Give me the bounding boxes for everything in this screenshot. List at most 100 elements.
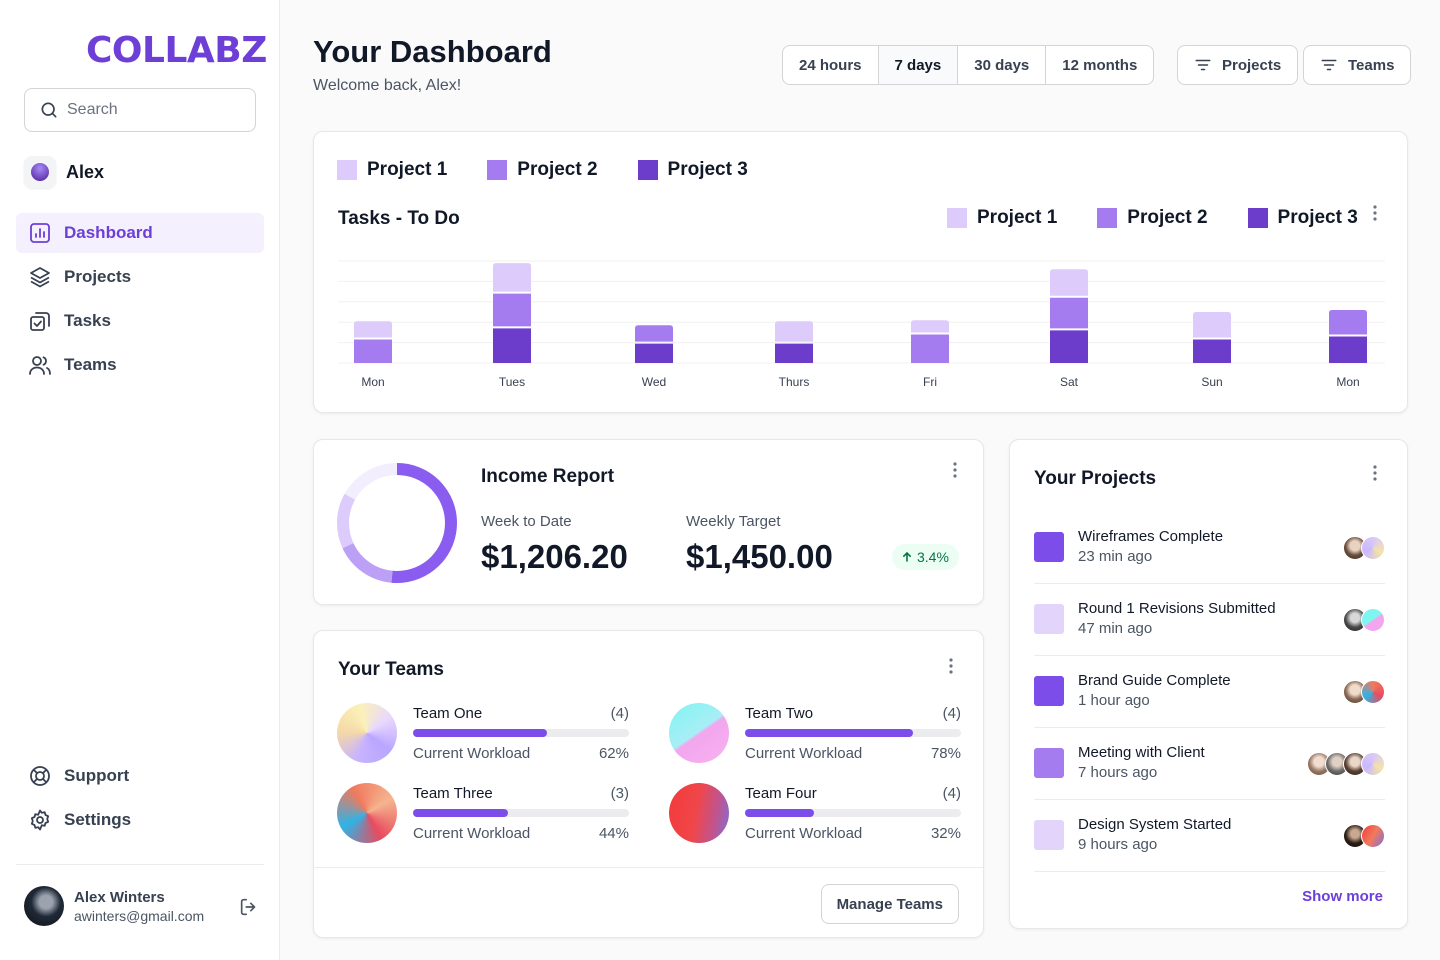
x-tick-label: Wed <box>642 375 666 389</box>
workload-bar <box>413 809 629 817</box>
logout-icon[interactable] <box>238 896 260 918</box>
legend-item: Project 2 <box>1097 207 1208 229</box>
income-title: Income Report <box>481 466 615 487</box>
chart-title: Tasks - To Do <box>338 208 460 229</box>
team-item[interactable]: Team Three (3) Current Workload 44% <box>337 783 629 845</box>
team-count: (4) <box>610 705 629 722</box>
bar-project-1[interactable] <box>354 321 392 338</box>
nav-item-label: Projects <box>64 267 132 286</box>
workload-bar-fill <box>745 729 914 737</box>
bar-project-3[interactable] <box>1329 336 1367 363</box>
projects-list: Wireframes Complete 23 min ago Round 1 R… <box>1034 512 1385 872</box>
project-name: Brand Guide Complete <box>1078 672 1231 689</box>
manage-teams-button[interactable]: Manage Teams <box>820 884 959 924</box>
teams-more-icon[interactable] <box>948 657 954 675</box>
team-item[interactable]: Team Four (4) Current Workload 32% <box>669 783 961 845</box>
list-item[interactable]: Meeting with Client 7 hours ago <box>1034 728 1385 800</box>
nav-item-label: Dashboard <box>64 223 153 242</box>
workspace-user[interactable]: Alex <box>24 156 104 188</box>
chart-legend: Project 1 Project 2 Project 3 <box>947 207 1358 229</box>
nav-item-label: Teams <box>64 355 117 374</box>
list-item[interactable]: Wireframes Complete 23 min ago <box>1034 512 1385 584</box>
team-item[interactable]: Team Two (4) Current Workload 78% <box>669 703 961 765</box>
nav-item-dashboard[interactable]: Dashboard <box>16 213 264 253</box>
nav-item-label: Tasks <box>64 311 111 330</box>
bar-project-3[interactable] <box>493 328 531 363</box>
profile-email: awinters@gmail.com <box>74 907 205 924</box>
range-7-days[interactable]: 7 days <box>878 46 959 84</box>
x-tick-label: Mon <box>361 375 384 389</box>
layers-icon <box>30 267 50 288</box>
avatar[interactable] <box>1361 824 1385 848</box>
chart-more-icon[interactable] <box>1372 204 1378 222</box>
nav-item-teams[interactable]: Teams <box>16 345 264 385</box>
nav-item-support[interactable]: Support <box>16 756 264 796</box>
filter-lines-icon <box>1195 59 1211 71</box>
workload-label: Current Workload <box>745 825 863 842</box>
workload-bar <box>745 729 961 737</box>
team-avatar <box>669 703 729 763</box>
bar-project-2[interactable] <box>493 293 531 327</box>
bar-project-3[interactable] <box>635 343 673 363</box>
profile-name: Alex Winters <box>74 888 165 906</box>
income-donut-chart <box>337 463 457 583</box>
avatar[interactable] <box>1361 752 1385 776</box>
project-time: 7 hours ago <box>1078 764 1158 781</box>
search-input[interactable] <box>67 101 247 119</box>
bar-project-1[interactable] <box>1193 312 1231 338</box>
nav-item-settings[interactable]: Settings <box>16 800 264 840</box>
chart-legend-top: Project 1 Project 2 Project 3 <box>337 159 748 181</box>
teams-divider <box>314 867 983 868</box>
avatar-group <box>1307 752 1385 776</box>
workload-percent: 32% <box>930 825 961 842</box>
bar-project-1[interactable] <box>493 263 531 292</box>
projects-filter-button[interactable]: Projects <box>1177 45 1299 85</box>
bar-project-3[interactable] <box>1193 339 1231 363</box>
bar-project-1[interactable] <box>1050 269 1088 296</box>
avatar[interactable] <box>1361 680 1385 704</box>
bar-project-2[interactable] <box>354 339 392 363</box>
avatar-group <box>1343 608 1385 632</box>
bar-project-2[interactable] <box>911 334 949 363</box>
projects-title: Your Projects <box>1034 468 1157 489</box>
avatar-group <box>1343 680 1385 704</box>
bar-project-2[interactable] <box>1329 310 1367 335</box>
team-name: Team One <box>413 705 483 722</box>
list-item[interactable]: Design System Started 9 hours ago <box>1034 800 1385 872</box>
teams-filter-button[interactable]: Teams <box>1303 45 1412 85</box>
avatar[interactable] <box>1361 536 1385 560</box>
avatar[interactable] <box>24 886 64 926</box>
bar-project-3[interactable] <box>1050 330 1088 363</box>
project-name: Design System Started <box>1078 816 1232 833</box>
project-color-swatch <box>1034 604 1064 634</box>
team-count: (3) <box>610 785 629 802</box>
bar-project-2[interactable] <box>1050 297 1088 329</box>
list-item[interactable]: Brand Guide Complete 1 hour ago <box>1034 656 1385 728</box>
arrow-up-icon <box>903 552 911 562</box>
range-30-days[interactable]: 30 days <box>958 46 1047 84</box>
team-avatar <box>337 703 397 763</box>
avatar[interactable] <box>1361 608 1385 632</box>
nav-item-projects[interactable]: Projects <box>16 257 264 297</box>
income-more-icon[interactable] <box>952 461 958 479</box>
nav-item-label: Settings <box>64 810 132 829</box>
projects-more-icon[interactable] <box>1372 464 1378 482</box>
x-tick-label: Mon <box>1336 375 1359 389</box>
logo[interactable]: COLLABZ <box>86 30 267 71</box>
main-nav: Dashboard Projects Tasks Teams <box>16 213 264 389</box>
project-name: Wireframes Complete <box>1078 528 1224 545</box>
range-24-hours[interactable]: 24 hours <box>783 46 879 84</box>
project-time: 1 hour ago <box>1078 692 1150 709</box>
team-count: (4) <box>942 705 961 722</box>
bar-project-3[interactable] <box>775 343 813 363</box>
bar-project-2[interactable] <box>635 325 673 342</box>
team-item[interactable]: Team One (4) Current Workload 62% <box>337 703 629 765</box>
list-item[interactable]: Round 1 Revisions Submitted 47 min ago <box>1034 584 1385 656</box>
bar-project-1[interactable] <box>775 321 813 342</box>
bar-project-1[interactable] <box>911 320 949 333</box>
range-12-months[interactable]: 12 months <box>1062 56 1138 74</box>
nav-item-tasks[interactable]: Tasks <box>16 301 264 341</box>
search-box[interactable] <box>24 88 256 132</box>
x-tick-label: Sat <box>1060 375 1079 389</box>
show-more-link[interactable]: Show more <box>1302 888 1383 905</box>
